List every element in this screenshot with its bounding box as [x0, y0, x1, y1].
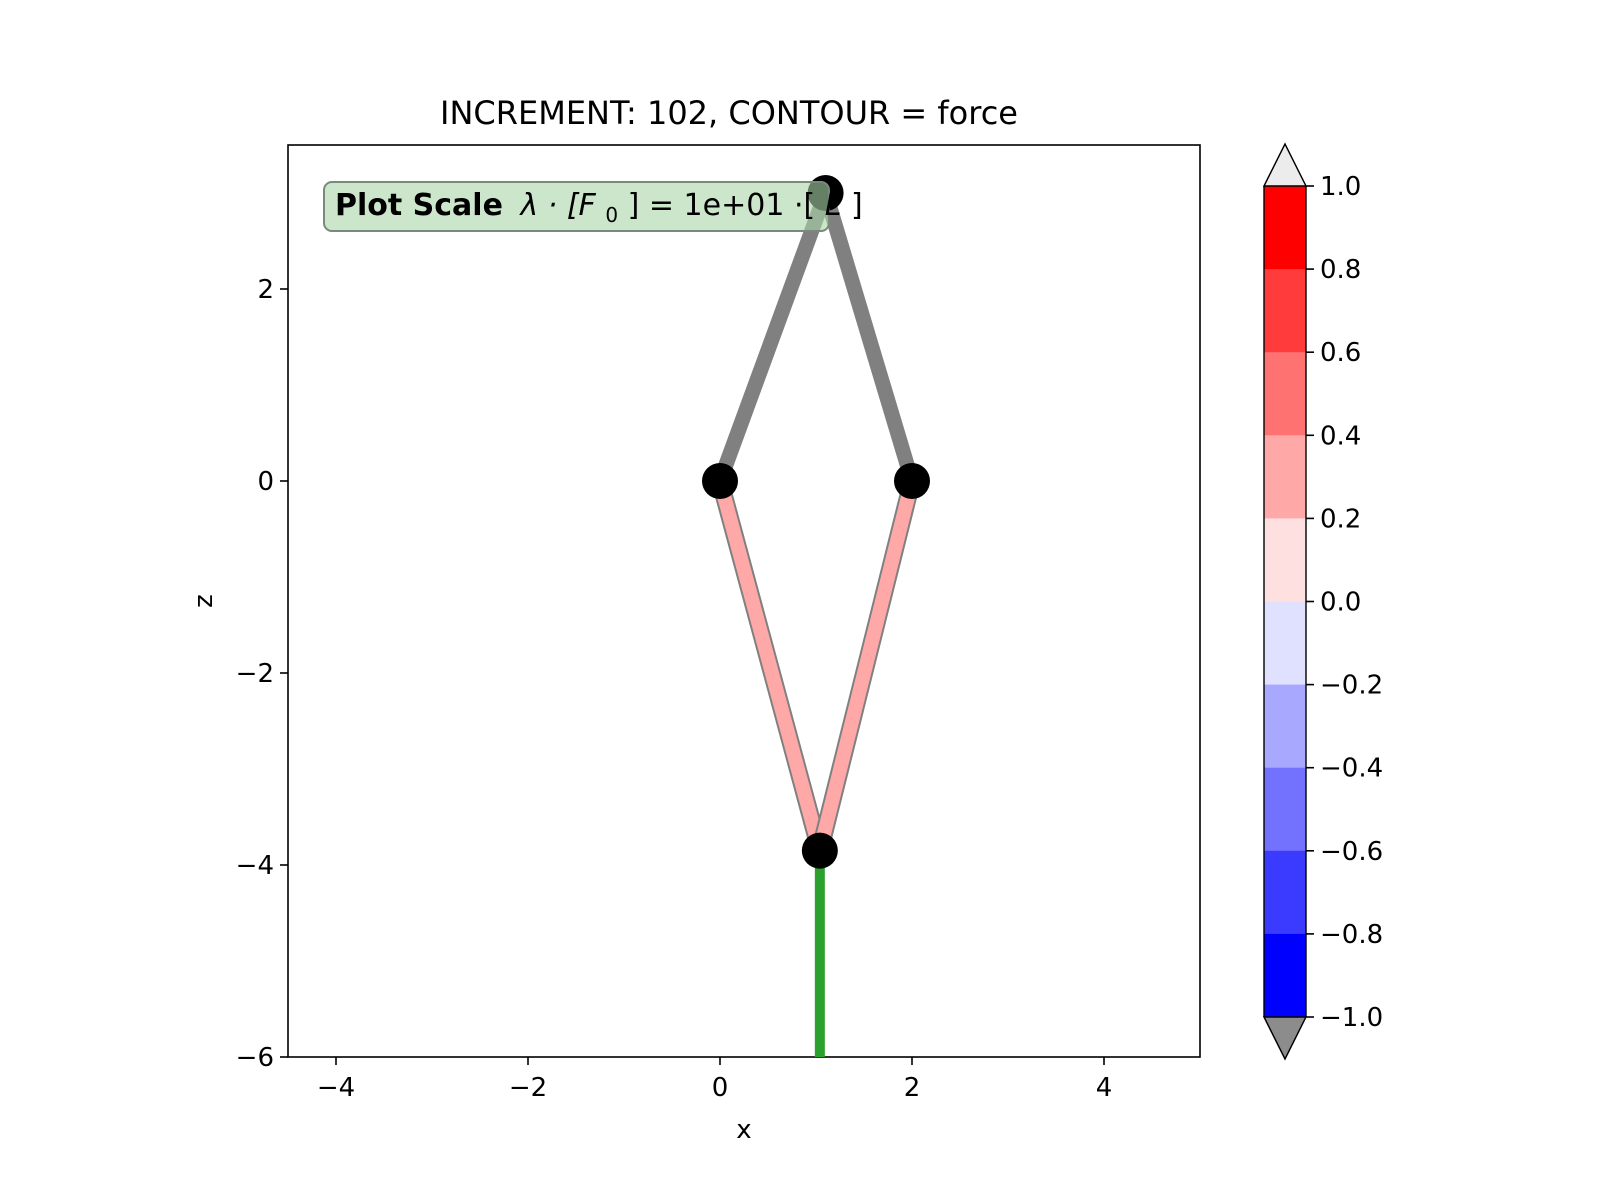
colorbar-tick-label: −0.6	[1320, 837, 1383, 867]
colorbar-tick-label: 0.0	[1320, 588, 1361, 618]
member-2-bar	[713, 479, 827, 853]
y-tick-label: −2	[236, 659, 274, 689]
colorbar-tick-label: −0.2	[1320, 671, 1383, 701]
colorbar-tick-label: −0.8	[1320, 920, 1383, 950]
plot-scale-formula-end: ]	[851, 188, 863, 223]
member-3-bar	[813, 479, 919, 853]
x-tick-label: 2	[904, 1073, 921, 1103]
plot-scale-unit: L	[825, 188, 842, 223]
x-tick-label: 4	[1096, 1073, 1113, 1103]
colorbar-segment	[1264, 933, 1306, 1018]
colorbar-tick-label: 1.0	[1320, 172, 1361, 202]
colorbar-segment	[1264, 601, 1306, 686]
member-0-bar	[712, 190, 833, 484]
colorbar-segment	[1264, 684, 1306, 769]
y-tick-label: 0	[257, 467, 274, 497]
x-axis-label: x	[736, 1115, 751, 1145]
node-1	[894, 463, 930, 499]
plot-area: Plot Scale λ · [F 0 ] = 1e+01 ·[ L ]	[287, 144, 1201, 1058]
x-axis-ticks: −4 −2 0 2 4	[317, 1057, 1112, 1103]
y-tick-label: −4	[236, 851, 274, 881]
x-tick-label: 0	[712, 1073, 729, 1103]
y-tick-label: 2	[257, 275, 274, 305]
chart-title: INCREMENT: 102, CONTOUR = force	[440, 94, 1018, 132]
node-0	[702, 463, 738, 499]
colorbar-segment	[1264, 352, 1306, 436]
plot-scale-text: Plot Scale λ · [F 0 ] = 1e+01 ·[ L ]	[335, 188, 863, 230]
colorbar-tick-label: −1.0	[1320, 1003, 1383, 1033]
colorbar-segment	[1264, 186, 1306, 270]
y-axis-label: z	[189, 594, 219, 608]
plot-scale-formula-prefix: λ · [F	[518, 188, 596, 223]
colorbar-tick-label: −0.4	[1320, 754, 1383, 784]
colorbar-segment	[1264, 767, 1306, 852]
colorbar-tick-label: 0.6	[1320, 338, 1361, 368]
colorbar-tick-label: 0.2	[1320, 504, 1361, 534]
plot-scale-subscript: 0	[605, 203, 618, 227]
x-tick-label: −4	[317, 1073, 355, 1103]
colorbar-segment	[1264, 269, 1306, 353]
y-tick-label: −6	[236, 1043, 274, 1073]
members-layer	[711, 190, 921, 853]
colorbar-segment	[1264, 435, 1306, 519]
plot-scale-box-bg	[323, 181, 830, 232]
y-axis-ticks: −6 −4 −2 0 2	[236, 275, 288, 1073]
colorbar-over-triangle	[1262, 142, 1308, 187]
x-tick-label: −2	[509, 1073, 547, 1103]
colorbar: 1.0 0.8 0.6 0.4 0.2 0.0 −0.2 −0.4 −0.6 −0.8 −1.0	[1262, 142, 1383, 1061]
node-3	[801, 832, 838, 869]
member-1-bar	[818, 190, 920, 484]
plot-scale-box: Plot Scale λ · [F 0 ] = 1e+01 ·[ L ]	[323, 181, 863, 232]
colorbar-segment	[1264, 850, 1306, 935]
plot-scale-formula-mid: ] = 1e+01 ·[	[628, 188, 816, 223]
colorbar-under-triangle	[1262, 1016, 1308, 1061]
colorbar-tick-label: 0.4	[1320, 421, 1361, 451]
colorbar-tick-label: 0.8	[1320, 255, 1361, 285]
plot-scale-label: Plot Scale	[335, 188, 503, 223]
colorbar-segment	[1264, 518, 1306, 602]
